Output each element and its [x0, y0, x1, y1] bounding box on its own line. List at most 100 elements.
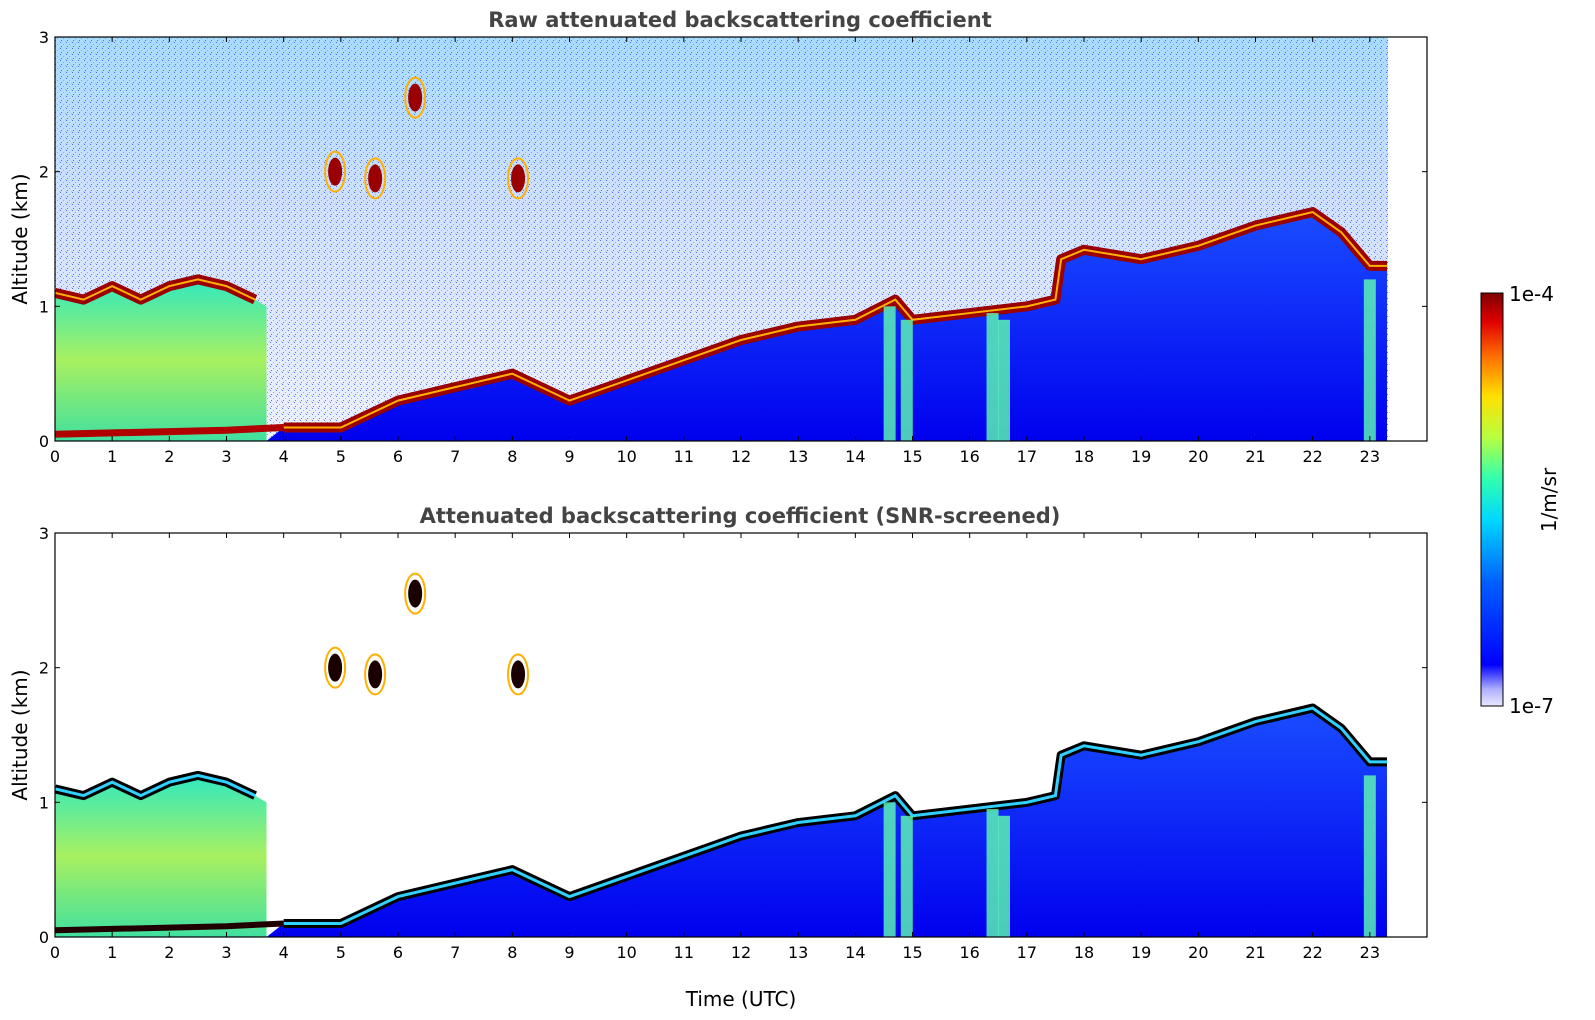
x-tick-label: 2 [164, 447, 174, 466]
upper-layer-edge [364, 653, 387, 696]
panel1-y-axis: 0 1 2 3 [39, 28, 1427, 451]
x-tick-label: 19 [1131, 447, 1151, 466]
plume [997, 815, 1010, 937]
y-tick-label: 1 [39, 297, 49, 316]
colorbar-max-label: 1e-4 [1509, 282, 1554, 306]
x-tick-label: 21 [1245, 447, 1265, 466]
x-tick-label: 19 [1131, 943, 1151, 962]
upper-layer-core [368, 660, 383, 689]
panel2-y-axis: 0 1 2 3 [39, 524, 1427, 947]
upper-layer-core [511, 660, 526, 689]
screened-heatmap [55, 572, 1387, 937]
x-tick-label: 13 [788, 447, 808, 466]
raw-morning-mixed-layer [55, 279, 267, 441]
x-tick-label: 14 [845, 447, 865, 466]
screened-morning-mixed-layer [55, 775, 267, 937]
y-tick-label: 0 [39, 432, 49, 451]
upper-layer-edge [404, 76, 427, 119]
raw-surface-layer [55, 424, 284, 438]
x-tick-label: 23 [1360, 447, 1380, 466]
panel1-y-axis-label: Altitude (km) [8, 173, 32, 304]
upper-layer-core [511, 164, 526, 193]
plume [1363, 775, 1376, 937]
panel1-title: Raw attenuated backscattering coefficien… [488, 8, 992, 32]
plume [900, 815, 913, 937]
screened-vertical-plumes [883, 775, 1376, 937]
x-tick-label: 9 [564, 943, 574, 962]
upper-layer-edge [404, 572, 427, 615]
y-tick-label: 0 [39, 928, 49, 947]
x-tick-label: 20 [1188, 447, 1208, 466]
plume [883, 802, 896, 937]
upper-layer-core [408, 579, 423, 608]
upper-layer-core [408, 83, 423, 112]
y-tick-label: 1 [39, 793, 49, 812]
upper-layer-core [328, 653, 343, 682]
plume [986, 313, 999, 441]
plume [1363, 279, 1376, 441]
panel1-x-axis: 0 1 2 3 4 5 6 7 8 9 10 11 12 13 14 15 16 17 18 19 20 21 22 23 [50, 37, 1380, 466]
snr-screened-panel: Attenuated backscattering coefficient (S… [8, 504, 1428, 1011]
panel2-title: Attenuated backscattering coefficient (S… [420, 504, 1061, 528]
raw-vertical-plumes [883, 279, 1376, 441]
x-tick-label: 5 [336, 447, 346, 466]
upper-layer-core [328, 157, 343, 186]
x-tick-label: 11 [674, 447, 694, 466]
x-axis-label: Time (UTC) [685, 987, 797, 1011]
x-tick-label: 20 [1188, 943, 1208, 962]
x-tick-label: 3 [221, 943, 231, 962]
x-tick-label: 16 [959, 943, 979, 962]
x-tick-label: 22 [1302, 447, 1322, 466]
raw-heatmap [55, 37, 1388, 441]
x-tick-label: 8 [507, 447, 517, 466]
x-tick-label: 17 [1017, 447, 1037, 466]
plume [997, 319, 1010, 441]
colorbar-gradient [1480, 292, 1504, 707]
y-tick-label: 2 [39, 659, 49, 678]
x-tick-label: 18 [1074, 943, 1094, 962]
upper-layer-edge [507, 157, 530, 200]
x-tick-label: 10 [616, 943, 636, 962]
x-tick-label: 12 [731, 447, 751, 466]
x-tick-label: 8 [507, 943, 517, 962]
x-tick-label: 21 [1245, 943, 1265, 962]
upper-layer-core [368, 164, 383, 193]
colorbar-unit-label: 1/m/sr [1537, 467, 1561, 532]
colorbar: 1e-4 1e-7 1/m/sr [1480, 282, 1561, 718]
x-tick-label: 10 [616, 447, 636, 466]
screened-upper-aerosol-layers [324, 572, 530, 696]
x-tick-label: 23 [1360, 943, 1380, 962]
x-tick-label: 18 [1074, 447, 1094, 466]
raw-upper-aerosol-layers [324, 76, 530, 200]
x-tick-label: 6 [393, 943, 403, 962]
upper-layer-edge [364, 157, 387, 200]
x-tick-label: 12 [731, 943, 751, 962]
x-tick-label: 11 [674, 943, 694, 962]
x-tick-label: 13 [788, 943, 808, 962]
upper-layer-edge [324, 646, 347, 689]
y-tick-label: 3 [39, 524, 49, 543]
colorbar-min-label: 1e-7 [1509, 694, 1554, 718]
upper-layer-edge [507, 653, 530, 696]
upper-layer-edge [324, 150, 347, 193]
x-tick-label: 1 [107, 447, 117, 466]
x-tick-label: 7 [450, 943, 460, 962]
x-tick-label: 2 [164, 943, 174, 962]
x-tick-label: 4 [279, 943, 289, 962]
x-tick-label: 16 [959, 447, 979, 466]
x-tick-label: 15 [902, 447, 922, 466]
x-tick-label: 9 [564, 447, 574, 466]
plume [900, 319, 913, 441]
x-tick-label: 4 [279, 447, 289, 466]
panel2-y-axis-label: Altitude (km) [8, 669, 32, 800]
x-tick-label: 3 [221, 447, 231, 466]
plume [986, 809, 999, 937]
panel2-x-axis: 0 1 2 3 4 5 6 7 8 9 10 11 12 13 14 15 16 17 18 19 20 21 22 23 [50, 533, 1380, 962]
x-tick-label: 14 [845, 943, 865, 962]
plume [883, 306, 896, 441]
x-tick-label: 15 [902, 943, 922, 962]
raw-backscatter-panel: Raw attenuated backscattering coefficien… [8, 8, 1428, 466]
y-tick-label: 2 [39, 163, 49, 182]
x-tick-label: 0 [50, 943, 60, 962]
